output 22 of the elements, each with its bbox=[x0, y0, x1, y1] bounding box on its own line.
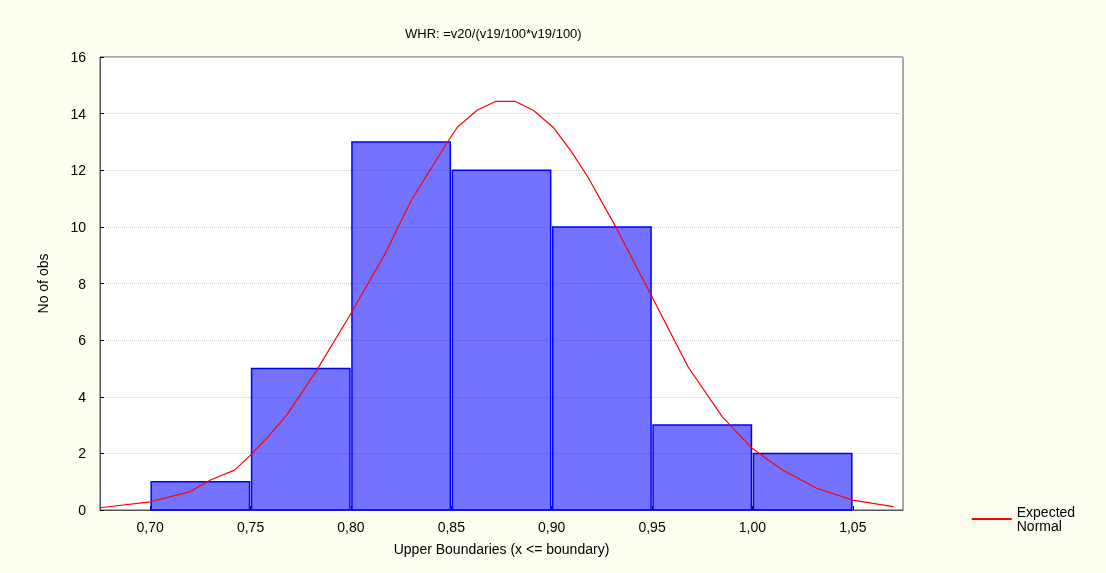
chart-title: WHR: =v20/(v19/100*v19/100) bbox=[405, 26, 582, 41]
y-tick-label: 6 bbox=[78, 332, 87, 349]
x-tick-label: 0,95 bbox=[638, 519, 666, 535]
x-tick-label: 0,70 bbox=[136, 519, 165, 535]
x-tick-label: 1,05 bbox=[839, 519, 867, 535]
y-tick-label: 16 bbox=[70, 49, 87, 65]
y-tick-label: 14 bbox=[70, 105, 87, 122]
x-tick-label: 0,85 bbox=[437, 519, 466, 535]
y-tick-label: 8 bbox=[78, 275, 87, 292]
line-series bbox=[99, 100, 894, 509]
y-tick-label: 10 bbox=[70, 218, 87, 235]
y-axis-title: No of obs bbox=[35, 253, 51, 314]
legend-label: Expected Normal bbox=[1016, 504, 1079, 534]
x-tick-label: 0,75 bbox=[236, 519, 265, 535]
x-tick-label: 0,90 bbox=[538, 519, 566, 535]
y-tick-label: 0 bbox=[78, 502, 87, 518]
y-tick-label: 4 bbox=[78, 388, 87, 405]
y-tick-label: 12 bbox=[70, 162, 87, 179]
x-axis-title: Upper Boundaries (x <= boundary) bbox=[393, 541, 610, 557]
x-tick-label: 0,80 bbox=[337, 519, 365, 535]
x-tick-label: 1,00 bbox=[738, 519, 767, 535]
y-tick-label: 2 bbox=[78, 445, 87, 462]
